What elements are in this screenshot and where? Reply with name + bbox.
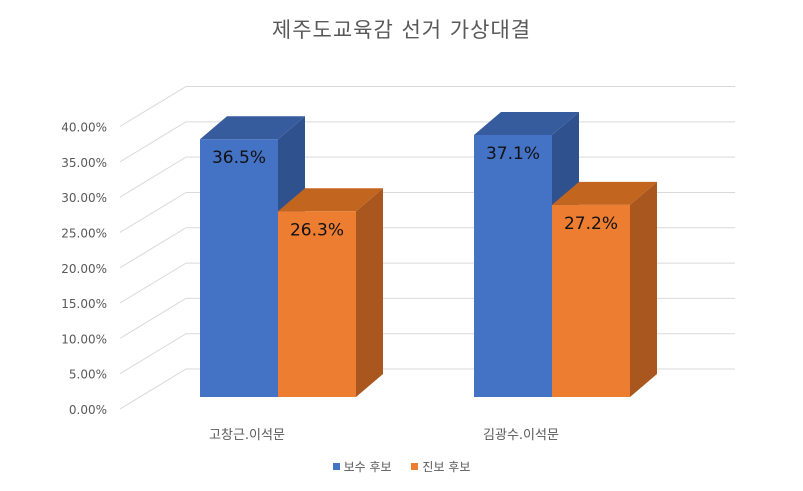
y-tick-label: 0.00% [69, 403, 107, 417]
gridline [119, 86, 735, 127]
x-category-label: 김광수.이석문 [483, 428, 559, 443]
y-tick-label: 25.00% [61, 226, 107, 240]
y-tick-label: 10.00% [61, 332, 107, 346]
bar-top [474, 111, 579, 135]
legend-label-series-2: 진보 후보 [422, 460, 471, 474]
legend-item-series-1: 보수 후보 [332, 458, 392, 475]
bar [474, 134, 552, 397]
bar [278, 211, 356, 397]
data-label: 26.3% [290, 220, 344, 240]
legend-swatch-series-2 [411, 463, 419, 470]
chart-title: 제주도교육감 선거 가상대결 [271, 18, 532, 42]
y-tick-label: 15.00% [61, 297, 107, 311]
y-tick-label: 40.00% [61, 121, 107, 135]
y-axis-ticks: 0.00% 5.00% 10.00% 15.00% 20.00% 25.00% 30.00%… [61, 121, 107, 418]
bar-side [630, 181, 657, 397]
x-category-label: 고창근.이석문 [209, 428, 285, 443]
legend-label-series-1: 보수 후보 [343, 460, 392, 474]
data-label: 37.1% [486, 144, 540, 164]
bar-side [356, 188, 383, 397]
bar [552, 204, 630, 397]
y-tick-label: 30.00% [61, 191, 107, 205]
data-labels: 36.5% 37.1% 26.3% 27.2% [212, 144, 618, 240]
bar [200, 139, 278, 397]
y-tick-label: 5.00% [69, 368, 107, 382]
legend: 보수 후보 진보 후보 [0, 458, 803, 475]
bars [200, 111, 657, 397]
data-label: 36.5% [212, 148, 266, 168]
bar-top [200, 116, 305, 140]
data-label: 27.2% [564, 214, 618, 234]
x-axis-categories: 고창근.이석문 김광수.이석문 [209, 428, 559, 443]
legend-item-series-2: 진보 후보 [411, 458, 470, 475]
bar-top [552, 181, 657, 205]
y-tick-label: 20.00% [61, 262, 107, 276]
y-tick-label: 35.00% [61, 156, 107, 170]
bar-top [278, 188, 383, 212]
legend-swatch-series-1 [332, 463, 340, 470]
